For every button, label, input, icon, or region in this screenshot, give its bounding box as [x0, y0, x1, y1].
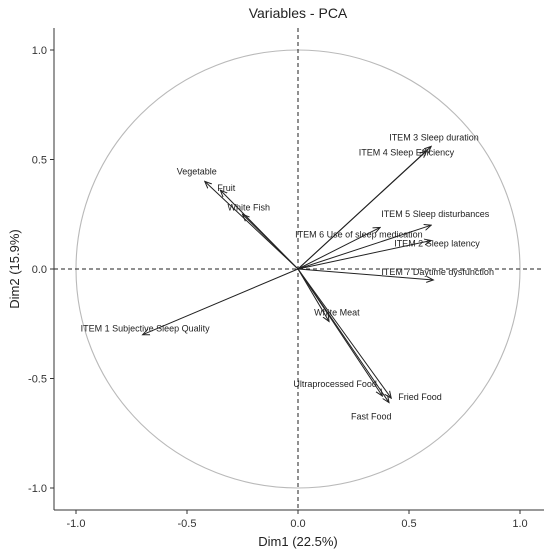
arrow-item-1-subjective-sleep-quality	[143, 268, 299, 335]
label-white-fish: White Fish	[228, 202, 271, 212]
label-item-5-sleep-disturbances: ITEM 5 Sleep disturbances	[381, 209, 490, 219]
label-item-2-sleep-latency: ITEM 2 Sleep latency	[394, 239, 480, 249]
label-item-7-daytime-dysfunction: ITEM 7 Daytime dysfunction	[381, 267, 494, 277]
arrow-white-meat	[297, 268, 329, 322]
y-tick-label: -0.5	[28, 374, 47, 386]
arrow-fried-food	[297, 268, 391, 398]
label-item-4-sleep-efficiency: ITEM 4 Sleep Efficiency	[359, 148, 455, 158]
label-item-3-sleep-duration: ITEM 3 Sleep duration	[389, 132, 479, 142]
label-ultraprocessed-food: Ultraprocessed Food	[293, 379, 377, 389]
y-tick-label: 0.0	[32, 264, 47, 276]
label-item-6-use-of-sleep-medication: ITEM 6 Use of sleep medication	[295, 229, 423, 239]
x-tick-label: 0.0	[290, 518, 305, 530]
label-fried-food: Fried Food	[398, 392, 442, 402]
label-fruit: Fruit	[217, 183, 235, 193]
plot-area: ITEM 3 Sleep duration ITEM 4 Sleep Effici…	[54, 28, 544, 510]
y-tick-label: 1.0	[32, 45, 47, 57]
chart-title: Variables - PCA	[249, 5, 348, 21]
label-vegetable: Vegetable	[177, 166, 217, 176]
arrow-white-fish	[243, 214, 299, 270]
y-tick-label: 0.5	[32, 155, 47, 167]
y-axis-title: Dim2 (15.9%)	[7, 229, 22, 308]
label-item-1-subjective-sleep-quality: ITEM 1 Subjective Sleep Quality	[81, 324, 211, 334]
label-white-meat: White Meat	[314, 308, 360, 318]
x-tick-label: -0.5	[178, 518, 197, 530]
y-tick-label: -1.0	[28, 483, 47, 495]
arrow-item-5-sleep-disturbances	[297, 225, 431, 270]
arrow-fast-food	[297, 268, 389, 403]
x-tick-label: 0.5	[401, 518, 416, 530]
label-fast-food: Fast Food	[351, 412, 392, 422]
x-axis-ticks: -1.0 -0.5 0.0 0.5 1.0	[67, 510, 528, 530]
arrow-item-2-sleep-latency	[297, 241, 431, 270]
arrow-item-7-daytime-dysfunction	[297, 268, 433, 280]
arrow-item-6-use-of-sleep-medication	[297, 227, 380, 270]
y-axis-ticks: -1.0 -0.5 0.0 0.5 1.0	[28, 45, 54, 495]
arrow-item-4-sleep-efficiency	[297, 151, 427, 270]
x-axis-title: Dim1 (22.5%)	[258, 534, 337, 549]
x-tick-label: -1.0	[67, 518, 86, 530]
x-tick-label: 1.0	[512, 518, 527, 530]
